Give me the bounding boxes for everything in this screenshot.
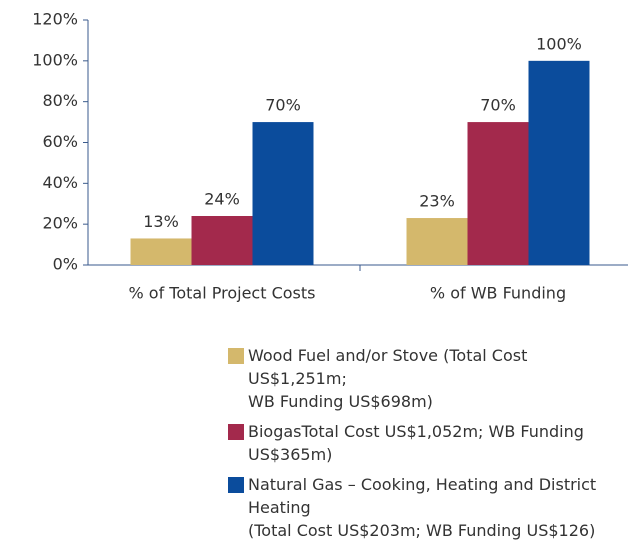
legend-swatch <box>228 477 244 493</box>
value-label: 70% <box>480 96 516 115</box>
bar <box>252 122 314 265</box>
bar <box>130 238 192 265</box>
legend-swatch <box>228 348 244 364</box>
value-label: 13% <box>143 212 179 231</box>
y-tick-label: 60% <box>42 132 78 151</box>
value-label: 70% <box>265 96 301 115</box>
x-tick-label: % of WB Funding <box>430 284 566 303</box>
legend: Wood Fuel and/or Stove (Total Cost US$1,… <box>228 344 626 549</box>
y-tick-label: 100% <box>32 50 78 69</box>
y-tick-label: 80% <box>42 91 78 110</box>
value-label: 23% <box>419 192 455 211</box>
page: 0% 20% 40% 60% 80% 100% 120% % of Total Project… <box>32 9 628 540</box>
y-tick-label: 20% <box>42 214 78 233</box>
value-label: 100% <box>536 34 582 53</box>
legend-item: Natural Gas – Cooking, Heating and Distr… <box>228 473 626 542</box>
y-tick-label: 0% <box>53 255 78 274</box>
legend-swatch <box>228 424 244 440</box>
legend-label: Wood Fuel and/or Stove (Total Cost US$1,… <box>248 346 528 411</box>
y-tick-label: 120% <box>32 10 78 29</box>
chart: 0% 20% 40% 60% 80% 100% 120% % of Total Project… <box>32 10 628 303</box>
bar <box>406 218 468 265</box>
y-tick-label: 40% <box>42 173 78 192</box>
value-label: 24% <box>204 190 240 209</box>
bar <box>528 60 590 266</box>
legend-item: Wood Fuel and/or Stove (Total Cost US$1,… <box>228 344 626 413</box>
legend-label: BiogasTotal Cost US$1,052m; WB Funding U… <box>248 422 584 464</box>
bar <box>191 216 253 265</box>
legend-item: BiogasTotal Cost US$1,052m; WB Funding U… <box>228 420 626 466</box>
x-tick-label: % of Total Project Costs <box>129 284 316 303</box>
bar <box>467 122 529 265</box>
legend-label: Natural Gas – Cooking, Heating and Distr… <box>248 475 597 540</box>
